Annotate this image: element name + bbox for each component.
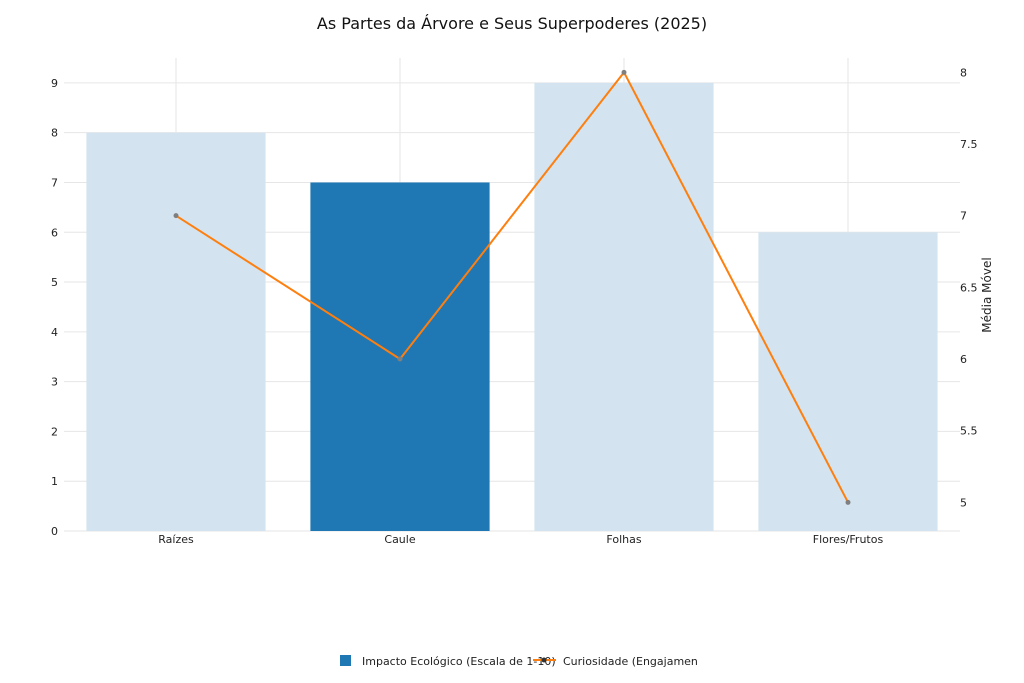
line-point-folhas (621, 69, 627, 75)
line-point-caule (397, 356, 403, 362)
x-tick-label: Folhas (606, 533, 641, 546)
legend: Impacto Ecológico (Escala de 1-10) Curio… (340, 655, 709, 668)
y-axis-right-title: Média Móvel (980, 257, 994, 332)
bar-flores-frutos (758, 232, 938, 531)
y-left-tick-label: 6 (51, 226, 58, 239)
line-point-flores-frutos (845, 499, 851, 505)
y-right-tick-label: 7.5 (960, 138, 978, 151)
y-right-tick-label: 6.5 (960, 281, 978, 294)
y-right-tick-label: 8 (960, 66, 967, 79)
y-left-tick-label: 7 (51, 176, 58, 189)
bar-ra-zes (86, 132, 266, 531)
axes: 0 1 2 3 4 5 6 7 8 9 5 5.5 6 6.5 7 7.5 8 Raízes Caule Folhas… (51, 66, 978, 546)
y-left-tick-label: 9 (51, 77, 58, 90)
chart-title: As Partes da Árvore e Seus Superpoderes … (317, 14, 707, 33)
x-tick-label: Flores/Frutos (813, 533, 884, 546)
line-series (173, 69, 851, 505)
legend-bar-swatch (340, 655, 351, 666)
x-tick-label: Raízes (158, 533, 194, 546)
y-right-tick-label: 6 (960, 353, 967, 366)
y-left-tick-label: 5 (51, 276, 58, 289)
y-left-tick-label: 0 (51, 525, 58, 538)
legend-line-marker (541, 657, 547, 663)
y-left-tick-label: 2 (51, 425, 58, 438)
x-tick-label: Caule (384, 533, 415, 546)
legend-bar-label: Impacto Ecológico (Escala de 1-10) (362, 655, 556, 668)
legend-clip-mask (697, 648, 757, 672)
y-right-tick-label: 5 (960, 496, 967, 509)
bar-folhas (534, 82, 714, 531)
line-path (175, 70, 849, 503)
y-right-tick-label: 5.5 (960, 425, 978, 438)
y-left-tick-label: 8 (51, 127, 58, 140)
line-point-ra-zes (173, 213, 179, 219)
y-right-tick-label: 7 (960, 210, 967, 223)
y-left-tick-label: 1 (51, 475, 58, 488)
legend-line-label: Curiosidade (Engajamento (563, 655, 709, 668)
y-left-tick-label: 3 (51, 376, 58, 389)
bars (86, 82, 938, 531)
y-left-tick-label: 4 (51, 326, 58, 339)
